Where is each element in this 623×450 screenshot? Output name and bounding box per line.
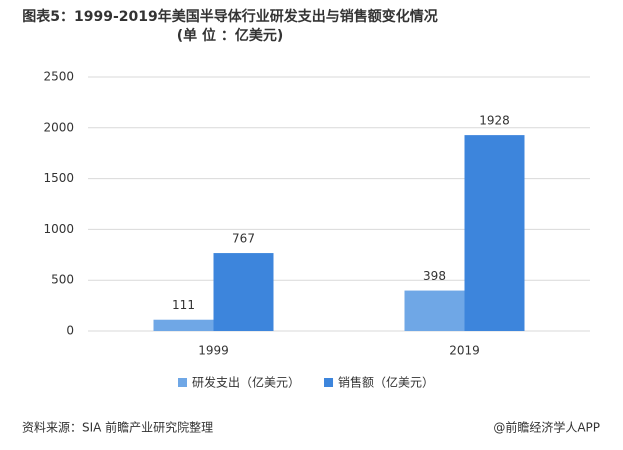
bar [404,290,465,331]
x-tick-label: 2019 [449,344,480,358]
y-tick-label: 1500 [43,171,74,185]
legend-label: 研发支出（亿美元） [192,375,300,390]
bar [213,253,274,331]
y-tick-label: 2000 [43,120,74,134]
y-tick-label: 1000 [43,222,74,236]
y-tick-label: 500 [51,273,74,287]
chart-title: 图表5：1999-2019年美国半导体行业研发支出与销售额变化情况(单 位 ：亿… [22,9,438,44]
legend-swatch [324,378,334,387]
x-tick-label: 1999 [198,344,229,358]
bar [153,319,214,331]
value-label: 398 [423,269,446,283]
value-label: 1928 [479,114,510,128]
y-tick-label: 0 [66,324,74,338]
brand: @前瞻经济学人APP [493,420,600,435]
legend-swatch [178,378,187,387]
source: 资料来源：SIA 前瞻产业研究院整理 [22,420,213,435]
legend-label: 销售额（亿美元） [338,375,434,390]
y-tick-label: 2500 [43,70,74,84]
value-label: 111 [172,298,195,312]
bar [464,135,525,331]
value-label: 767 [232,232,255,246]
